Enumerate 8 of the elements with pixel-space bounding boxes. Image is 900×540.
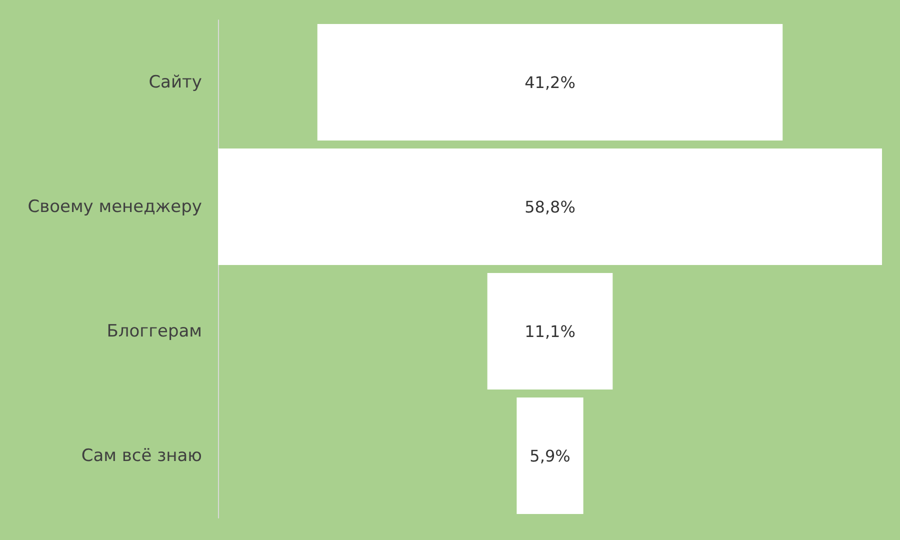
category-label: Блоггерам [106,321,202,342]
data-label: 41,2% [524,72,576,92]
category-label: Своему менеджеру [28,196,202,217]
data-label: 5,9% [530,446,570,466]
category-label: Сайту [148,72,202,92]
category-label: Сам всё знаю [81,446,202,466]
data-label: 58,8% [524,197,576,216]
data-label: 11,1% [524,322,576,341]
